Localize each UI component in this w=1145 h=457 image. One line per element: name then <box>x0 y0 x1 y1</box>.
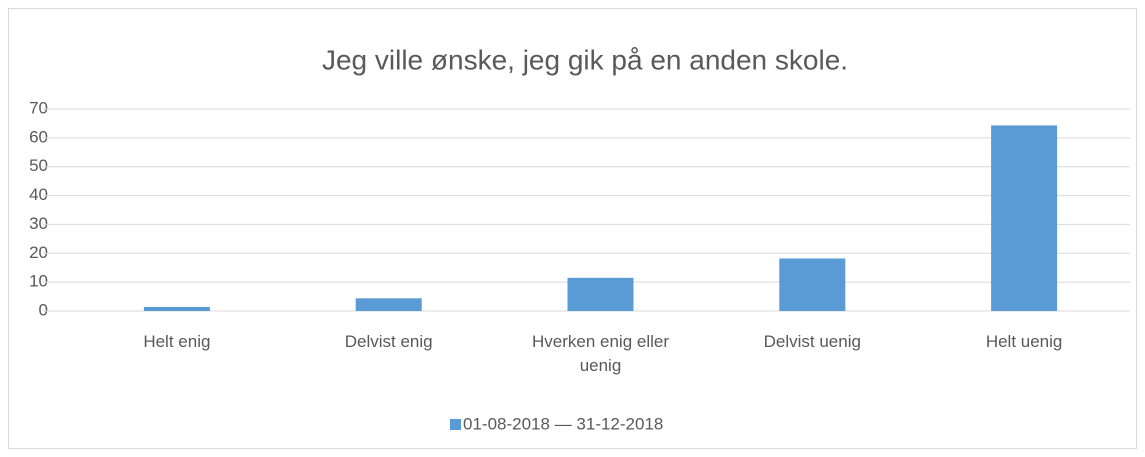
legend-label: 01-08-2018 — 31-12-2018 <box>463 414 663 433</box>
x-tick-label: Delvist uenig <box>763 332 861 351</box>
y-tick-label: 30 <box>29 214 48 233</box>
x-tick-label: Hverken enig eller uenig <box>531 332 669 375</box>
x-tick-label: Helt uenig <box>985 332 1063 351</box>
y-tick-label: 70 <box>29 98 48 117</box>
y-tick-label: 20 <box>29 243 48 262</box>
chart-title: Jeg ville ønske, jeg gik på en anden sko… <box>322 44 848 75</box>
chart-border <box>8 8 1137 449</box>
bar <box>143 306 210 311</box>
bar <box>991 125 1058 311</box>
y-tick-label: 60 <box>29 127 48 146</box>
legend-swatch <box>450 419 461 430</box>
bar <box>779 258 846 311</box>
y-tick-label: 50 <box>29 156 48 175</box>
y-tick-label: 40 <box>29 185 48 204</box>
bar <box>355 298 422 311</box>
x-tick-label: Delvist enig <box>344 332 433 351</box>
y-tick-label: 10 <box>29 272 48 291</box>
bar <box>567 277 634 311</box>
x-tick-label: Helt enig <box>143 332 211 351</box>
y-tick-label: 0 <box>39 300 48 319</box>
